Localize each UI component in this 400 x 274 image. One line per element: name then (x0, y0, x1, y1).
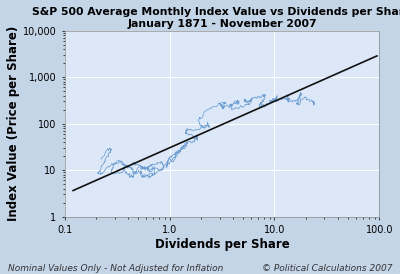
Title: S&P 500 Average Monthly Index Value vs Dividends per Share
January 1871 - Novemb: S&P 500 Average Monthly Index Value vs D… (32, 7, 400, 28)
X-axis label: Dividends per Share: Dividends per Share (155, 238, 290, 251)
Text: Nominal Values Only - Not Adjusted for Inflation: Nominal Values Only - Not Adjusted for I… (8, 264, 223, 273)
Text: © Political Calculations 2007: © Political Calculations 2007 (262, 264, 392, 273)
Y-axis label: Index Value (Price per Share): Index Value (Price per Share) (7, 26, 20, 221)
